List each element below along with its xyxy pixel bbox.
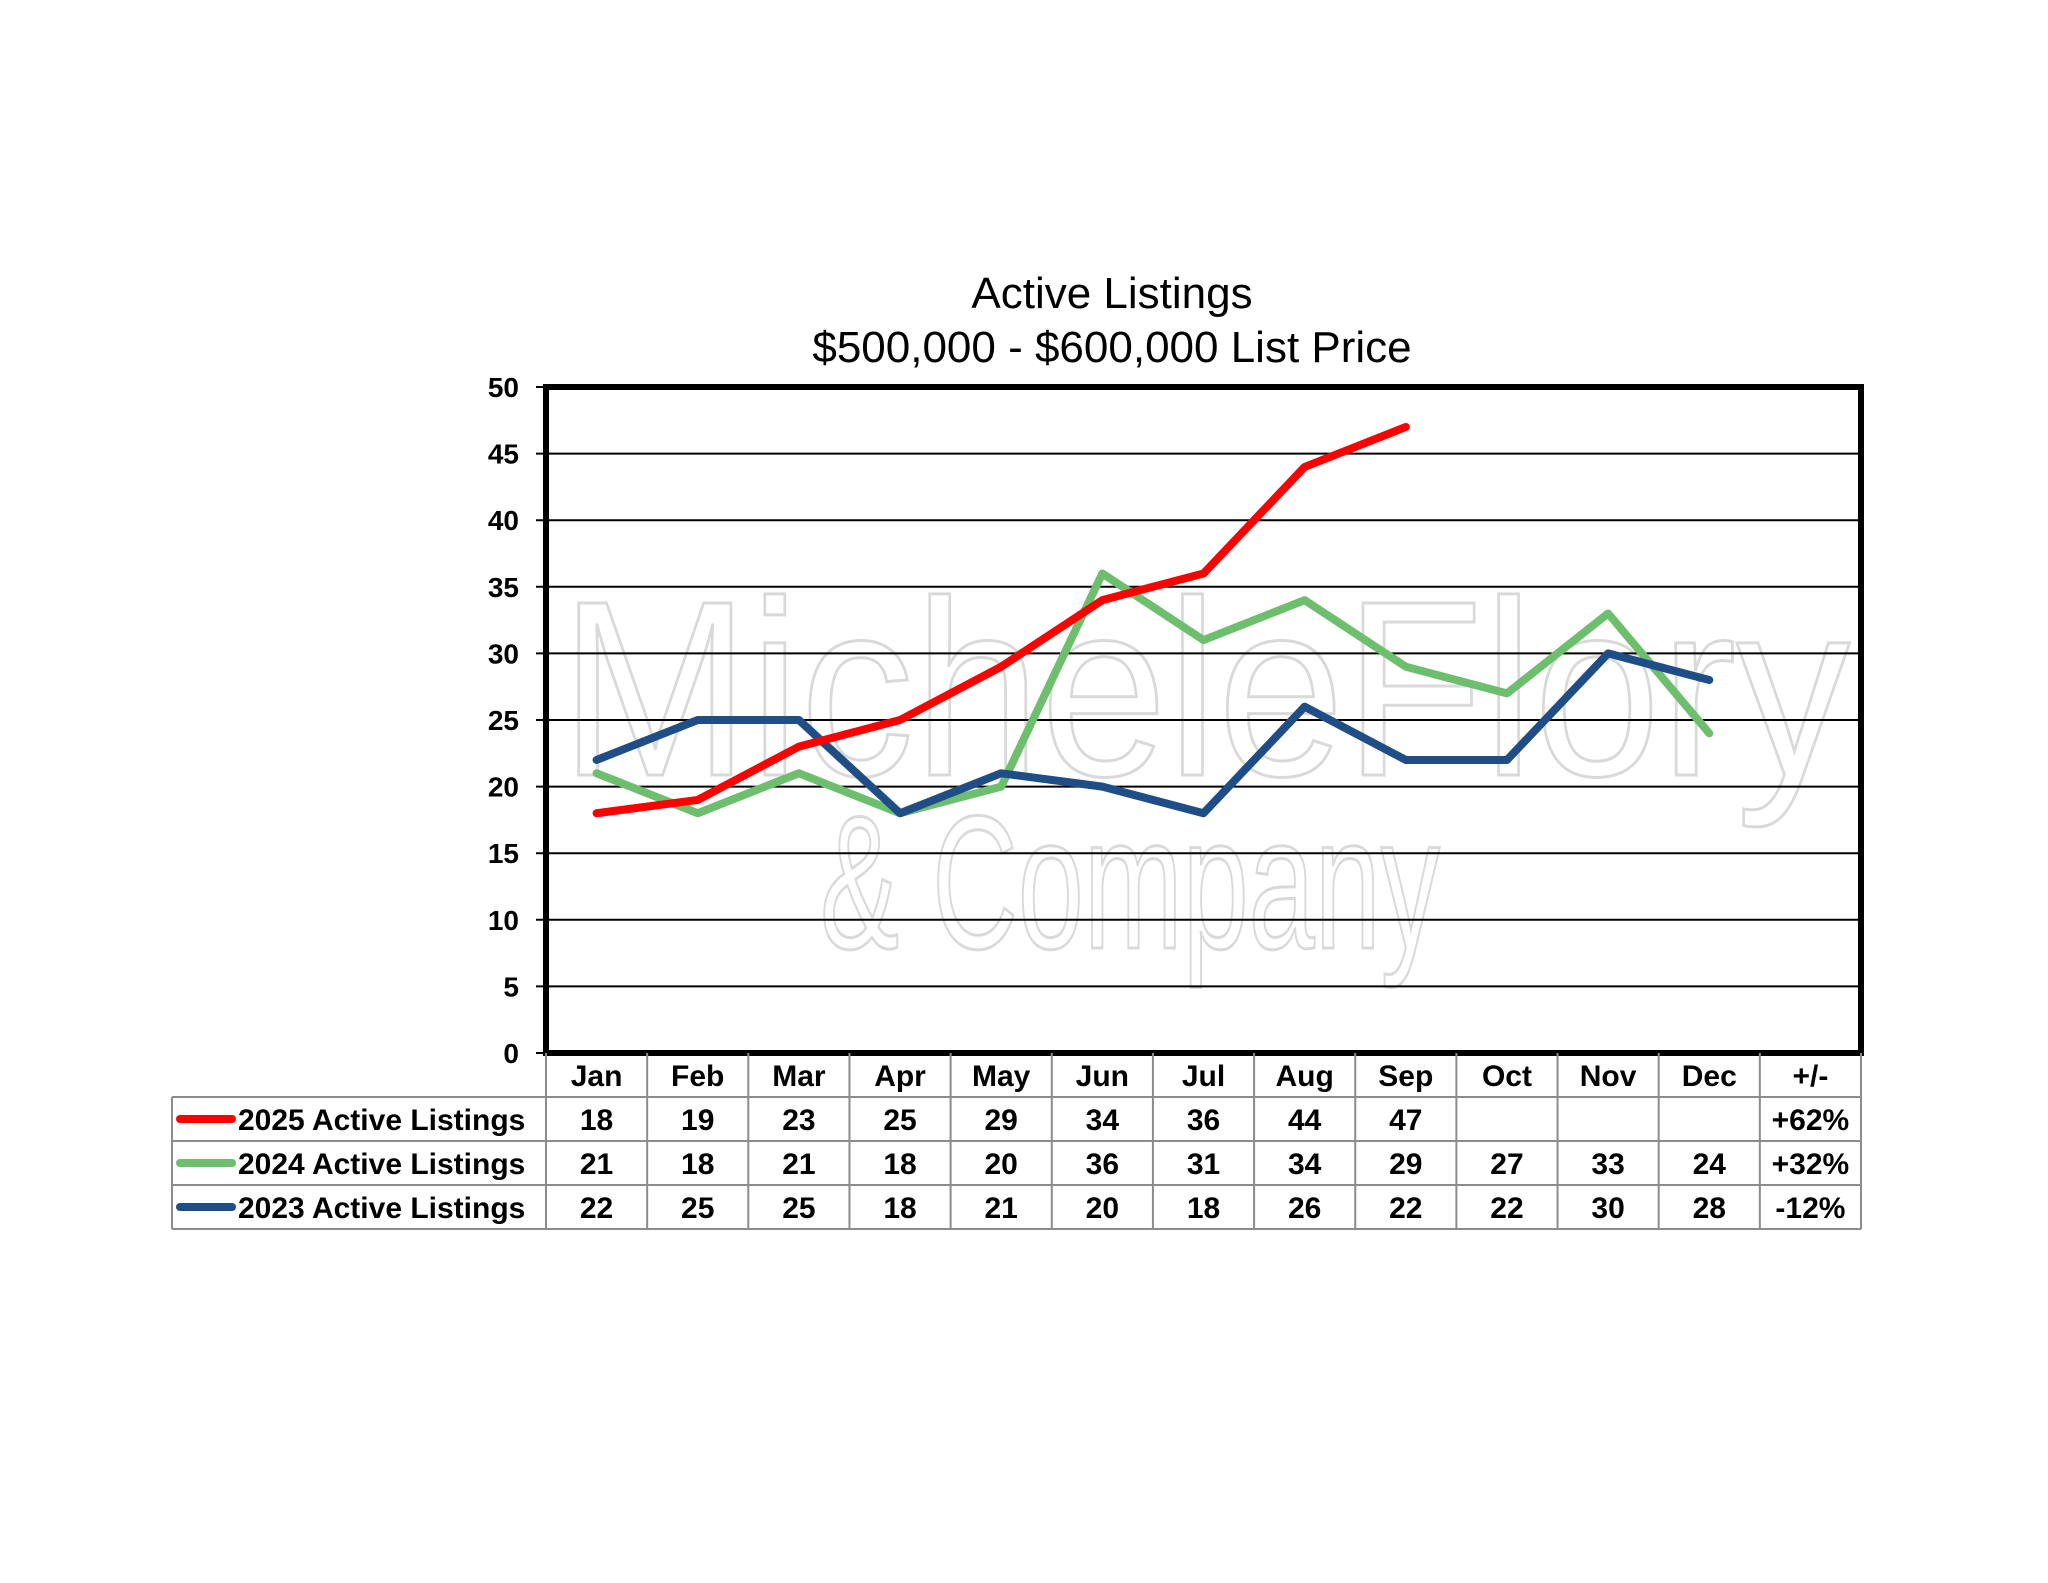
change-value: +62%	[1772, 1104, 1850, 1137]
category-label: Jun	[1076, 1060, 1129, 1093]
data-label: 29	[985, 1104, 1018, 1137]
data-label: 36	[1086, 1148, 1119, 1181]
category-label: Mar	[772, 1060, 826, 1093]
data-label: 20	[985, 1148, 1018, 1181]
data-label: 47	[1389, 1104, 1422, 1137]
y-tick-label: 15	[488, 838, 519, 869]
category-label: Oct	[1482, 1060, 1532, 1093]
data-label: 31	[1187, 1148, 1220, 1181]
data-label: 23	[782, 1104, 815, 1137]
data-label: 25	[782, 1192, 815, 1225]
data-label: 20	[1086, 1192, 1119, 1225]
category-label: May	[972, 1060, 1031, 1093]
y-tick-label: 50	[488, 372, 519, 403]
data-label: 29	[1389, 1148, 1422, 1181]
series-line-2025	[592, 422, 1410, 818]
data-label: 34	[1288, 1148, 1322, 1181]
data-label: 24	[1693, 1148, 1727, 1181]
data-label: 28	[1693, 1192, 1726, 1225]
data-label: 18	[1187, 1192, 1220, 1225]
y-tick-label: 5	[503, 971, 519, 1002]
y-tick-label: 25	[488, 705, 519, 736]
change-value: -12%	[1775, 1192, 1845, 1225]
data-label: 19	[681, 1104, 714, 1137]
category-label: Jan	[571, 1060, 623, 1093]
chart-subtitle: $500,000 - $600,000 List Price	[812, 323, 1411, 372]
y-tick-label: 35	[488, 572, 519, 603]
change-value: +32%	[1772, 1148, 1850, 1181]
category-label: Apr	[874, 1060, 926, 1093]
data-label: 22	[1490, 1192, 1523, 1225]
y-axis-ticks: 0 5 10 15 20 25 30 35 40 45 50	[488, 372, 519, 1069]
data-label: 18	[681, 1148, 714, 1181]
data-label: 44	[1288, 1104, 1322, 1137]
data-label: 34	[1086, 1104, 1120, 1137]
data-label: 27	[1490, 1148, 1523, 1181]
data-label: 18	[580, 1104, 613, 1137]
series-line-2024	[592, 569, 1714, 818]
category-label: Aug	[1275, 1060, 1333, 1093]
category-label: Jul	[1182, 1060, 1225, 1093]
data-label: 18	[883, 1148, 916, 1181]
series-label: 2023 Active Listings	[238, 1192, 525, 1225]
category-label: Sep	[1378, 1060, 1433, 1093]
data-label: 25	[883, 1104, 916, 1137]
data-label: 36	[1187, 1104, 1220, 1137]
y-tick-label: 30	[488, 638, 519, 669]
data-label: 18	[883, 1192, 916, 1225]
category-label: Dec	[1682, 1060, 1737, 1093]
data-label: 30	[1591, 1192, 1624, 1225]
series-label: 2024 Active Listings	[238, 1148, 525, 1181]
data-label: 26	[1288, 1192, 1321, 1225]
series-label: 2025 Active Listings	[238, 1104, 525, 1137]
data-table: Jan Feb Mar Apr May Jun Jul Aug Sep Oct Nov Dec +/- 2…	[171, 1053, 1862, 1230]
y-tick-label: 0	[503, 1038, 519, 1069]
series-line-2023	[592, 649, 1714, 818]
category-label: Feb	[671, 1060, 724, 1093]
chart-title: Active Listings	[971, 269, 1252, 318]
data-label: 33	[1591, 1148, 1624, 1181]
y-tick-label: 40	[488, 505, 519, 536]
y-tick-label: 20	[488, 772, 519, 803]
change-header: +/-	[1792, 1060, 1828, 1093]
series-lines	[592, 422, 1714, 818]
data-label: 22	[580, 1192, 613, 1225]
category-label: Nov	[1580, 1060, 1637, 1093]
data-label: 22	[1389, 1192, 1422, 1225]
y-tick-label: 10	[488, 905, 519, 936]
data-label: 21	[985, 1192, 1018, 1225]
data-label: 21	[782, 1148, 815, 1181]
y-tick-label: 45	[488, 439, 519, 470]
data-label: 25	[681, 1192, 714, 1225]
data-label: 21	[580, 1148, 613, 1181]
plot-area-frame	[543, 384, 1864, 1056]
